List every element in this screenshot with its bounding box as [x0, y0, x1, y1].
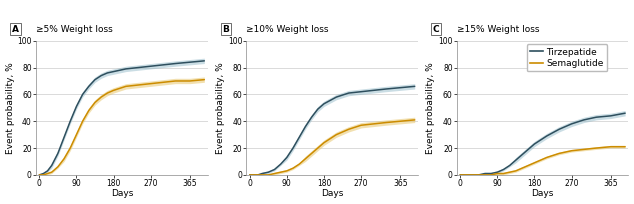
X-axis label: Days: Days [110, 190, 133, 198]
Y-axis label: Event probability, %: Event probability, % [427, 62, 436, 154]
Y-axis label: Event probability, %: Event probability, % [216, 62, 225, 154]
X-axis label: Days: Days [321, 190, 344, 198]
Y-axis label: Event probability, %: Event probability, % [6, 62, 15, 154]
Text: ≥10% Weight loss: ≥10% Weight loss [247, 25, 329, 34]
Text: ≥5% Weight loss: ≥5% Weight loss [36, 25, 113, 34]
Text: C: C [433, 25, 439, 34]
X-axis label: Days: Days [531, 190, 554, 198]
Text: ≥15% Weight loss: ≥15% Weight loss [457, 25, 540, 34]
Text: B: B [223, 25, 230, 34]
Legend: Tirzepatide, Semaglutide: Tirzepatide, Semaglutide [527, 44, 607, 71]
Text: A: A [12, 25, 19, 34]
